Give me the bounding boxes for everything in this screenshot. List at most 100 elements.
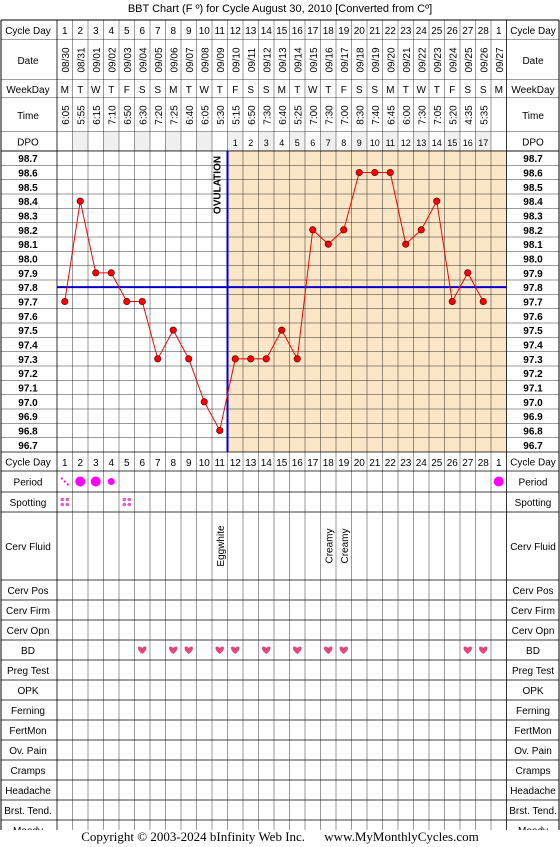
temperature-point [355, 168, 363, 177]
date-label: 09/24 [448, 47, 459, 72]
time-label: 6:50 [247, 105, 258, 125]
y-tick-label: 97.1 [18, 384, 38, 395]
temperature-point [262, 355, 270, 363]
weekday-label: S [154, 85, 161, 96]
weekday-label: M [278, 85, 286, 96]
time-label: 6:00 [402, 105, 413, 125]
dpo-label: 12 [401, 138, 411, 148]
dpo-cell [460, 132, 476, 151]
cycle-day-label-bottom: 2 [77, 458, 83, 469]
spotting-dot [65, 497, 70, 502]
time-label: 7:00 [309, 105, 320, 125]
time-label: 5:30 [216, 105, 227, 125]
row-label-brst_tend: Brst. Tend. [4, 806, 52, 817]
site-link[interactable]: www.MyMonthlyCycles.com [324, 829, 479, 844]
cycle-day-label: 1 [62, 26, 68, 37]
dpo-cell [429, 132, 445, 151]
temperature-point [479, 297, 487, 306]
spotting-dot [127, 497, 132, 502]
y-tick-label-right: 98.1 [523, 240, 543, 251]
row-label-cramps: Cramps [10, 766, 45, 777]
row-label-cycle_day-right: Cycle Day [510, 26, 556, 37]
y-tick-label: 97.7 [18, 298, 38, 309]
weekday-label: T [77, 85, 83, 96]
time-label: 7:25 [169, 105, 180, 125]
dpo-cell [119, 132, 135, 151]
weekday-label: M [495, 85, 503, 96]
cycle-day-label-bottom: 25 [431, 458, 443, 469]
date-label: 09/19 [371, 47, 382, 72]
y-tick-label: 97.9 [18, 269, 38, 280]
date-label: 09/20 [386, 47, 397, 72]
temperature-point [61, 297, 69, 306]
temperature-point [324, 240, 332, 248]
dpo-label: 11 [386, 138, 395, 148]
time-label: 6:30 [138, 105, 149, 125]
temperature-line [64, 172, 484, 432]
temperature-point [154, 355, 162, 363]
dpo-label: 17 [478, 138, 488, 148]
cycle-day-label-bottom: 6 [139, 458, 145, 469]
date-label: 09/12 [262, 47, 273, 72]
dpo-cell [336, 132, 352, 151]
weekday-label: F [232, 85, 238, 96]
cycle-day-label: 27 [462, 26, 474, 37]
y-tick-label: 97.5 [18, 326, 38, 337]
weekday-label: F [449, 85, 455, 96]
cycle-day-label: 12 [230, 26, 242, 37]
cycle-day-label-bottom: 8 [170, 458, 176, 469]
date-label: 08/31 [76, 47, 87, 72]
row-label-cerv_firm-right: Cerv Firm [511, 606, 555, 617]
temperature-point [92, 269, 100, 277]
cycle-day-label-bottom: 5 [124, 458, 130, 469]
row-label-bd-right: BD [526, 646, 540, 657]
time-label: 6:40 [185, 105, 196, 125]
cycle-day-label: 28 [478, 26, 490, 37]
cycle-day-label: 18 [323, 26, 335, 37]
weekday-label: M [61, 85, 69, 96]
weekday-label: T [108, 85, 114, 96]
y-tick-label-right: 97.8 [523, 283, 543, 294]
y-tick-label-right: 97.7 [523, 298, 543, 309]
cycle-day-label: 24 [416, 26, 428, 37]
bd-heart-icon [231, 646, 240, 654]
row-label-preg_test: Preg Test [7, 666, 49, 677]
time-label: 7:00 [340, 105, 351, 125]
dpo-label: 2 [248, 138, 253, 148]
cycle-day-label: 20 [354, 26, 366, 37]
row-label-time-right: Time [522, 111, 544, 122]
temperature-point [247, 355, 255, 363]
dpo-cell [351, 132, 367, 151]
cycle-day-label-bottom: 1 [496, 458, 502, 469]
time-label: 5:20 [448, 105, 459, 125]
time-label: 6:45 [386, 105, 397, 125]
weekday-label: S [480, 85, 487, 96]
row-label-fertmon-right: FertMon [514, 726, 551, 737]
cycle-day-label-bottom: 15 [276, 458, 288, 469]
y-tick-label-right: 97.5 [523, 326, 543, 337]
time-label: 6:40 [278, 105, 289, 125]
temperature-point [417, 226, 425, 234]
temperature-point [464, 269, 472, 277]
y-tick-label-right: 98.6 [523, 169, 543, 180]
row-label-moody-right: Moody [518, 826, 548, 830]
cycle-day-label-bottom: 22 [385, 458, 397, 469]
row-label-opk-right: OPK [522, 686, 543, 697]
weekday-label: T [434, 85, 440, 96]
date-label: 09/22 [417, 47, 428, 72]
weekday-label: M [169, 85, 177, 96]
cycle-day-label-bottom: 13 [245, 458, 257, 469]
y-tick-label-right: 96.8 [523, 427, 543, 438]
cycle-day-label: 5 [124, 26, 130, 37]
time-label: 7:30 [417, 105, 428, 125]
dpo-cell [305, 132, 321, 151]
y-tick-label-right: 98.3 [523, 212, 543, 223]
cycle-day-label: 6 [139, 26, 145, 37]
date-label: 09/02 [107, 47, 118, 72]
row-label-ferning: Ferning [11, 706, 45, 717]
time-label: 7:40 [371, 105, 382, 125]
dpo-label: 15 [447, 138, 457, 148]
ovulation-label: OVULATION [213, 156, 224, 214]
cycle-day-label-bottom: 9 [186, 458, 192, 469]
row-label-period-right: Period [519, 478, 548, 489]
